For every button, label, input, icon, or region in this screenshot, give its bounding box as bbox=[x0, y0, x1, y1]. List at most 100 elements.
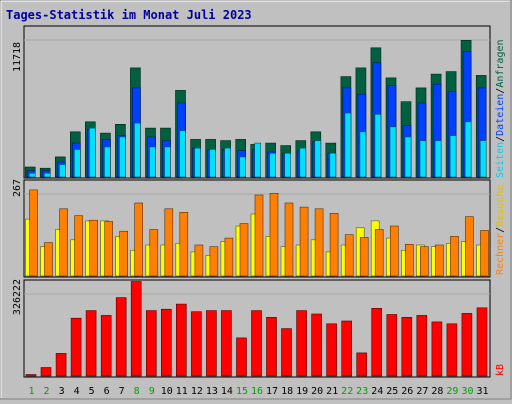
legend-dateien: Dateien bbox=[495, 94, 506, 136]
bar-rechner bbox=[44, 242, 53, 277]
day-label: 11 bbox=[176, 386, 188, 397]
bar-rechner bbox=[179, 212, 189, 277]
bar-seiten bbox=[104, 146, 111, 178]
day-label: 10 bbox=[161, 386, 173, 397]
day-label: 28 bbox=[431, 386, 443, 397]
bar-rechner bbox=[224, 237, 234, 277]
bar-rechner bbox=[209, 246, 219, 277]
day-label: 3 bbox=[59, 386, 65, 397]
day-label: 26 bbox=[401, 386, 413, 397]
bar-kb bbox=[251, 310, 262, 377]
bar-rechner bbox=[419, 246, 429, 277]
legend-hits-files-pages: Seiten/Dateien/Anfragen bbox=[495, 39, 506, 178]
day-label: 15 bbox=[236, 386, 248, 397]
bar-kb bbox=[70, 317, 82, 377]
bar-kb bbox=[191, 311, 202, 377]
bar-kb bbox=[100, 315, 112, 377]
legend-rechner: Rechner bbox=[495, 233, 506, 275]
bar-kb bbox=[281, 328, 292, 377]
legend-separator: / bbox=[495, 88, 506, 94]
bar-seiten bbox=[314, 140, 322, 178]
bar-seiten bbox=[119, 136, 126, 178]
bar-rechner bbox=[465, 216, 474, 277]
day-label: 2 bbox=[43, 386, 49, 397]
bar-rechner bbox=[404, 244, 414, 277]
bar-rechner bbox=[359, 237, 369, 277]
day-label: 27 bbox=[416, 386, 428, 397]
bar-rechner bbox=[134, 202, 143, 277]
bar-seiten bbox=[464, 121, 472, 178]
day-label: 30 bbox=[461, 386, 473, 397]
day-label: 9 bbox=[149, 386, 155, 397]
legend-anfragen: Anfragen bbox=[495, 39, 506, 87]
day-label: 29 bbox=[446, 386, 458, 397]
bar-seiten bbox=[434, 140, 442, 178]
bar-seiten bbox=[299, 147, 307, 178]
day-label: 6 bbox=[104, 386, 110, 397]
bar-rechner bbox=[329, 213, 339, 277]
day-label: 12 bbox=[191, 386, 203, 397]
ymax-label-kb: 326222 bbox=[12, 279, 23, 315]
bar-seiten bbox=[209, 149, 216, 178]
bar-kb bbox=[236, 337, 247, 377]
bar-kb bbox=[356, 352, 368, 377]
legend-separator: / bbox=[495, 227, 506, 233]
bar-kb bbox=[446, 323, 458, 377]
bar-kb bbox=[221, 310, 232, 377]
bar-rechner bbox=[435, 244, 444, 277]
bar-kb bbox=[161, 308, 172, 377]
bar-kb bbox=[25, 374, 37, 377]
bar-seiten bbox=[284, 152, 292, 178]
bar-seiten bbox=[359, 131, 367, 178]
bar-rechner bbox=[284, 202, 294, 277]
bar-rechner bbox=[149, 229, 159, 277]
bar-kb bbox=[55, 353, 67, 377]
bar-rechner bbox=[269, 193, 279, 277]
day-label: 4 bbox=[74, 386, 80, 397]
bar-rechner bbox=[59, 208, 68, 277]
bar-rechner bbox=[450, 236, 459, 277]
bar-seiten bbox=[254, 142, 261, 178]
day-label: 19 bbox=[296, 386, 308, 397]
bar-rechner bbox=[389, 225, 399, 277]
day-label: 5 bbox=[89, 386, 95, 397]
bar-rechner bbox=[374, 229, 384, 277]
bar-seiten bbox=[449, 135, 457, 178]
bar-seiten bbox=[239, 156, 246, 178]
bar-rechner bbox=[254, 194, 264, 277]
bar-rechner bbox=[104, 221, 113, 277]
day-label: 17 bbox=[266, 386, 278, 397]
bar-seiten bbox=[344, 112, 352, 178]
legend-kb: kB bbox=[495, 364, 506, 376]
day-label: 1 bbox=[28, 386, 34, 397]
legend-visits-sites: Rechner/Besuche bbox=[495, 185, 506, 275]
day-label: 20 bbox=[311, 386, 323, 397]
bar-seiten bbox=[149, 146, 156, 178]
day-label: 18 bbox=[281, 386, 293, 397]
bar-seiten bbox=[58, 164, 66, 178]
day-label: 23 bbox=[356, 386, 368, 397]
bar-seiten bbox=[134, 122, 141, 178]
bar-rechner bbox=[480, 230, 489, 277]
bar-seiten bbox=[389, 126, 397, 178]
bar-seiten bbox=[89, 127, 96, 178]
day-label: 21 bbox=[326, 386, 338, 397]
bar-seiten bbox=[479, 140, 487, 178]
bar-rechner bbox=[344, 234, 354, 277]
bar-rechner bbox=[119, 230, 128, 277]
bar-seiten bbox=[74, 149, 81, 178]
bar-kb bbox=[40, 367, 52, 377]
legend-besuche: Besuche bbox=[495, 185, 506, 227]
bar-kb bbox=[476, 307, 488, 377]
bar-kb bbox=[311, 313, 322, 377]
bar-seiten bbox=[179, 130, 186, 178]
legend-seiten: Seiten bbox=[495, 142, 506, 178]
day-label: 24 bbox=[371, 386, 383, 397]
bar-kb bbox=[341, 320, 353, 377]
bar-kb bbox=[416, 315, 428, 377]
day-label: 25 bbox=[386, 386, 398, 397]
bar-rechner bbox=[239, 223, 249, 277]
bar-kb bbox=[146, 310, 157, 377]
bar-kb bbox=[206, 310, 217, 377]
bar-seiten bbox=[374, 114, 382, 178]
